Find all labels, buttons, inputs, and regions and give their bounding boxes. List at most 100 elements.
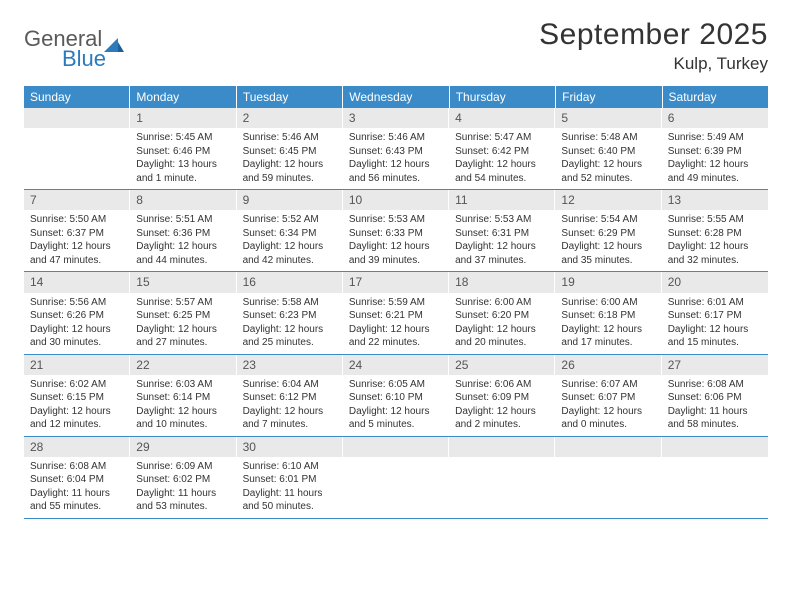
day-body: Sunrise: 5:53 AMSunset: 6:31 PMDaylight:… bbox=[449, 210, 555, 271]
sunset-text: Sunset: 6:17 PM bbox=[668, 309, 762, 323]
sunrise-text: Sunrise: 5:56 AM bbox=[30, 296, 124, 310]
day-cell: 16 Sunrise: 5:58 AMSunset: 6:23 PMDayligh… bbox=[237, 272, 343, 353]
day-body: Sunrise: 6:06 AMSunset: 6:09 PMDaylight:… bbox=[449, 375, 555, 436]
sunrise-text: Sunrise: 6:02 AM bbox=[30, 378, 124, 392]
daylight-text: Daylight: 12 hours and 44 minutes. bbox=[136, 240, 230, 267]
daylight-text: Daylight: 12 hours and 15 minutes. bbox=[668, 323, 762, 350]
day-number bbox=[24, 108, 130, 128]
day-number: 11 bbox=[449, 190, 555, 210]
daylight-text: Daylight: 12 hours and 47 minutes. bbox=[30, 240, 124, 267]
sunrise-text: Sunrise: 6:09 AM bbox=[136, 460, 230, 474]
sunset-text: Sunset: 6:23 PM bbox=[243, 309, 337, 323]
dow-thursday: Thursday bbox=[450, 86, 556, 108]
calendar: Sunday Monday Tuesday Wednesday Thursday… bbox=[24, 86, 768, 519]
day-body bbox=[555, 457, 661, 464]
day-number: 9 bbox=[237, 190, 343, 210]
day-cell: 24Sunrise: 6:05 AMSunset: 6:10 PMDayligh… bbox=[343, 355, 449, 436]
sunrise-text: Sunrise: 5:55 AM bbox=[668, 213, 762, 227]
daylight-text: Daylight: 12 hours and 49 minutes. bbox=[668, 158, 762, 185]
daylight-text: Daylight: 12 hours and 35 minutes. bbox=[561, 240, 655, 267]
day-body: Sunrise: 6:00 AMSunset: 6:18 PMDaylight:… bbox=[555, 293, 661, 354]
daylight-text: Daylight: 12 hours and 17 minutes. bbox=[561, 323, 655, 350]
day-body: Sunrise: 5:53 AMSunset: 6:33 PMDaylight:… bbox=[343, 210, 449, 271]
day-body: Sunrise: 6:05 AMSunset: 6:10 PMDaylight:… bbox=[343, 375, 449, 436]
sunrise-text: Sunrise: 6:08 AM bbox=[30, 460, 124, 474]
daylight-text: Daylight: 12 hours and 2 minutes. bbox=[455, 405, 549, 432]
dow-saturday: Saturday bbox=[663, 86, 768, 108]
day-cell: 12Sunrise: 5:54 AMSunset: 6:29 PMDayligh… bbox=[555, 190, 661, 271]
sunset-text: Sunset: 6:33 PM bbox=[349, 227, 443, 241]
sunset-text: Sunset: 6:40 PM bbox=[561, 145, 655, 159]
day-body: Sunrise: 5:49 AMSunset: 6:39 PMDaylight:… bbox=[662, 128, 768, 189]
sunset-text: Sunset: 6:43 PM bbox=[349, 145, 443, 159]
dow-sunday: Sunday bbox=[24, 86, 130, 108]
daylight-text: Daylight: 12 hours and 10 minutes. bbox=[136, 405, 230, 432]
day-body: Sunrise: 6:04 AMSunset: 6:12 PMDaylight:… bbox=[237, 375, 343, 436]
day-cell: 17Sunrise: 5:59 AMSunset: 6:21 PMDayligh… bbox=[343, 272, 449, 353]
sunrise-text: Sunrise: 5:58 AM bbox=[243, 296, 337, 310]
dow-wednesday: Wednesday bbox=[343, 86, 449, 108]
day-number: 29 bbox=[130, 437, 236, 457]
sunrise-text: Sunrise: 5:51 AM bbox=[136, 213, 230, 227]
sunset-text: Sunset: 6:42 PM bbox=[455, 145, 549, 159]
sunrise-text: Sunrise: 5:52 AM bbox=[243, 213, 337, 227]
sunset-text: Sunset: 6:34 PM bbox=[243, 227, 337, 241]
daylight-text: Daylight: 12 hours and 25 minutes. bbox=[243, 323, 337, 350]
daylight-text: Daylight: 12 hours and 52 minutes. bbox=[561, 158, 655, 185]
day-cell: 6Sunrise: 5:49 AMSunset: 6:39 PMDaylight… bbox=[662, 108, 768, 189]
sunrise-text: Sunrise: 6:08 AM bbox=[668, 378, 762, 392]
day-number: 18 bbox=[449, 272, 555, 292]
day-number: 12 bbox=[555, 190, 661, 210]
day-body: Sunrise: 6:02 AMSunset: 6:15 PMDaylight:… bbox=[24, 375, 130, 436]
day-number: 28 bbox=[24, 437, 130, 457]
day-number: 25 bbox=[449, 355, 555, 375]
sunrise-text: Sunrise: 5:45 AM bbox=[136, 131, 230, 145]
sunrise-text: Sunrise: 5:50 AM bbox=[30, 213, 124, 227]
sunset-text: Sunset: 6:20 PM bbox=[455, 309, 549, 323]
daylight-text: Daylight: 12 hours and 42 minutes. bbox=[243, 240, 337, 267]
day-number: 15 bbox=[130, 272, 236, 292]
sunset-text: Sunset: 6:18 PM bbox=[561, 309, 655, 323]
day-cell: 27Sunrise: 6:08 AMSunset: 6:06 PMDayligh… bbox=[662, 355, 768, 436]
day-number: 16 bbox=[237, 272, 343, 292]
daylight-text: Daylight: 12 hours and 32 minutes. bbox=[668, 240, 762, 267]
daylight-text: Daylight: 11 hours and 50 minutes. bbox=[243, 487, 337, 514]
day-body: Sunrise: 6:09 AMSunset: 6:02 PMDaylight:… bbox=[130, 457, 236, 518]
sunrise-text: Sunrise: 5:53 AM bbox=[455, 213, 549, 227]
daylight-text: Daylight: 12 hours and 20 minutes. bbox=[455, 323, 549, 350]
sunrise-text: Sunrise: 6:07 AM bbox=[561, 378, 655, 392]
day-cell bbox=[449, 437, 555, 518]
daylight-text: Daylight: 12 hours and 54 minutes. bbox=[455, 158, 549, 185]
day-cell: 20Sunrise: 6:01 AMSunset: 6:17 PMDayligh… bbox=[662, 272, 768, 353]
sunrise-text: Sunrise: 6:03 AM bbox=[136, 378, 230, 392]
day-number bbox=[662, 437, 768, 457]
day-number: 8 bbox=[130, 190, 236, 210]
sunrise-text: Sunrise: 6:00 AM bbox=[561, 296, 655, 310]
daylight-text: Daylight: 12 hours and 0 minutes. bbox=[561, 405, 655, 432]
day-body: Sunrise: 5:46 AMSunset: 6:43 PMDaylight:… bbox=[343, 128, 449, 189]
day-number: 26 bbox=[555, 355, 661, 375]
day-cell: 18 Sunrise: 6:00 AMSunset: 6:20 PMDayligh… bbox=[449, 272, 555, 353]
daylight-text: Daylight: 11 hours and 55 minutes. bbox=[30, 487, 124, 514]
day-cell bbox=[343, 437, 449, 518]
sunrise-text: Sunrise: 6:00 AM bbox=[455, 296, 549, 310]
sunrise-text: Sunrise: 5:49 AM bbox=[668, 131, 762, 145]
sunset-text: Sunset: 6:01 PM bbox=[243, 473, 337, 487]
sunset-text: Sunset: 6:09 PM bbox=[455, 391, 549, 405]
day-number: 19 bbox=[555, 272, 661, 292]
day-number: 20 bbox=[662, 272, 768, 292]
day-cell: 2Sunrise: 5:46 AMSunset: 6:45 PMDaylight… bbox=[237, 108, 343, 189]
sunset-text: Sunset: 6:28 PM bbox=[668, 227, 762, 241]
day-body: Sunrise: 6:03 AMSunset: 6:14 PMDaylight:… bbox=[130, 375, 236, 436]
day-cell: 9 Sunrise: 5:52 AMSunset: 6:34 PMDaylight… bbox=[237, 190, 343, 271]
day-number: 27 bbox=[662, 355, 768, 375]
daylight-text: Daylight: 11 hours and 53 minutes. bbox=[136, 487, 230, 514]
sunset-text: Sunset: 6:45 PM bbox=[243, 145, 337, 159]
sunset-text: Sunset: 6:02 PM bbox=[136, 473, 230, 487]
daylight-text: Daylight: 12 hours and 5 minutes. bbox=[349, 405, 443, 432]
daylight-text: Daylight: 12 hours and 39 minutes. bbox=[349, 240, 443, 267]
day-number: 17 bbox=[343, 272, 449, 292]
day-cell: 13Sunrise: 5:55 AMSunset: 6:28 PMDayligh… bbox=[662, 190, 768, 271]
brand-triangle-icon bbox=[104, 38, 124, 52]
day-body: Sunrise: 6:07 AMSunset: 6:07 PMDaylight:… bbox=[555, 375, 661, 436]
